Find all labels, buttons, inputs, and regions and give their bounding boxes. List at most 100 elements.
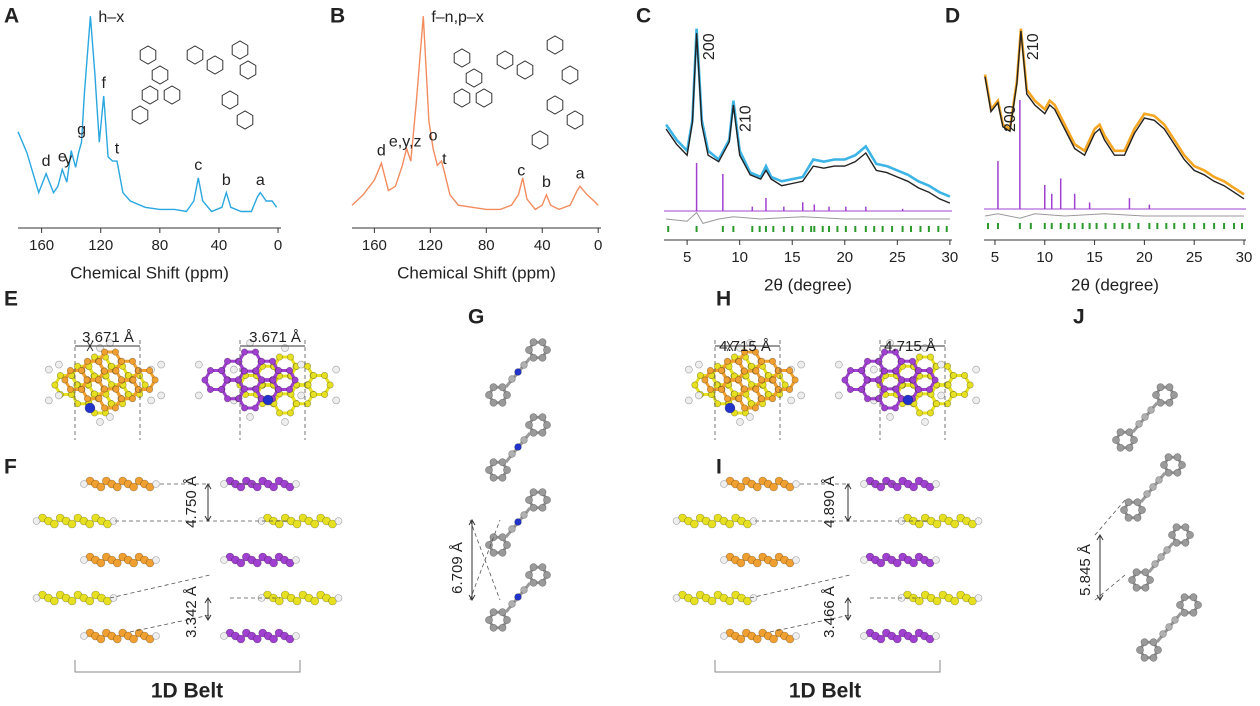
x-tick-label: 0 bbox=[274, 237, 282, 254]
atom bbox=[310, 371, 318, 379]
atom bbox=[84, 402, 96, 414]
atom bbox=[925, 558, 935, 568]
atom bbox=[915, 409, 923, 417]
atom bbox=[489, 623, 498, 632]
atom bbox=[146, 386, 154, 394]
atom bbox=[1160, 461, 1168, 469]
atom bbox=[529, 563, 538, 572]
atom bbox=[206, 386, 214, 394]
atom bbox=[152, 480, 160, 488]
atom bbox=[909, 376, 917, 384]
atom bbox=[292, 556, 300, 564]
atom bbox=[915, 353, 923, 361]
ring bbox=[131, 105, 149, 125]
spectrum-line bbox=[983, 28, 1245, 196]
atom bbox=[525, 496, 533, 504]
atom bbox=[538, 353, 547, 362]
atom bbox=[538, 563, 547, 572]
atom bbox=[769, 395, 777, 403]
x-tick-label: 30 bbox=[942, 249, 959, 266]
atom bbox=[723, 395, 731, 403]
atom bbox=[529, 413, 538, 422]
atom bbox=[886, 339, 894, 347]
atom bbox=[328, 519, 337, 529]
atom bbox=[85, 596, 95, 606]
atom bbox=[1149, 638, 1158, 647]
atom bbox=[489, 383, 498, 392]
x-tick-label: 15 bbox=[1086, 249, 1103, 266]
atom bbox=[875, 394, 883, 402]
atom bbox=[145, 634, 155, 644]
guide-line bbox=[769, 614, 851, 633]
atom bbox=[334, 517, 343, 525]
peak-label: b bbox=[222, 172, 231, 189]
ring bbox=[186, 45, 204, 65]
atom bbox=[1170, 391, 1178, 399]
atom bbox=[275, 409, 283, 417]
atom bbox=[860, 480, 868, 488]
distance-label: 5.845 Å bbox=[1077, 544, 1094, 596]
atom bbox=[489, 398, 498, 407]
ring bbox=[465, 68, 483, 88]
atom bbox=[252, 348, 260, 356]
atom bbox=[769, 482, 778, 492]
atom bbox=[933, 400, 941, 408]
atom bbox=[95, 358, 103, 366]
atom bbox=[921, 418, 929, 426]
atom bbox=[706, 386, 714, 394]
atom bbox=[275, 366, 283, 374]
atom bbox=[1128, 576, 1136, 584]
atom bbox=[706, 366, 714, 374]
spectrum-line bbox=[17, 16, 278, 213]
atom bbox=[892, 367, 900, 375]
atom bbox=[1124, 513, 1133, 522]
x-tick-label: 25 bbox=[889, 249, 906, 266]
x-tick-label: 20 bbox=[1136, 249, 1153, 266]
atom bbox=[892, 634, 902, 644]
atom bbox=[334, 594, 343, 602]
atom bbox=[1186, 531, 1194, 539]
distance-label: 6.709 Å bbox=[449, 542, 466, 594]
atom bbox=[950, 391, 958, 399]
atom bbox=[538, 578, 547, 587]
atom bbox=[262, 394, 274, 406]
atom bbox=[241, 367, 249, 375]
atom bbox=[876, 634, 886, 644]
ring bbox=[546, 95, 564, 115]
atom bbox=[791, 376, 799, 384]
atom bbox=[292, 596, 302, 606]
x-axis-label: Chemical Shift (ppm) bbox=[397, 263, 556, 282]
atom bbox=[1149, 483, 1157, 491]
atom bbox=[55, 391, 63, 400]
atom bbox=[915, 386, 923, 394]
atom bbox=[685, 365, 693, 374]
atom bbox=[752, 482, 762, 492]
atom bbox=[723, 357, 731, 365]
atom bbox=[944, 362, 952, 370]
atom bbox=[730, 390, 738, 398]
x-axis-label: Chemical Shift (ppm) bbox=[70, 263, 229, 282]
atom bbox=[915, 596, 924, 606]
atom bbox=[220, 632, 228, 640]
atom bbox=[1125, 428, 1134, 437]
atom bbox=[863, 376, 871, 384]
atom bbox=[489, 473, 498, 482]
atom bbox=[937, 360, 945, 369]
atom bbox=[529, 488, 538, 497]
atom bbox=[332, 396, 340, 405]
atom bbox=[909, 357, 917, 365]
atom bbox=[720, 556, 728, 564]
atom bbox=[902, 394, 914, 406]
atom bbox=[275, 353, 283, 361]
atom bbox=[235, 358, 243, 366]
atom bbox=[304, 362, 312, 370]
difference-line bbox=[666, 211, 950, 224]
atom bbox=[769, 357, 777, 365]
ring bbox=[206, 55, 224, 75]
atom bbox=[909, 558, 918, 568]
atom bbox=[223, 395, 231, 403]
atom bbox=[520, 361, 528, 369]
atom bbox=[1180, 608, 1189, 617]
atom bbox=[258, 376, 266, 384]
atom bbox=[1165, 383, 1174, 392]
